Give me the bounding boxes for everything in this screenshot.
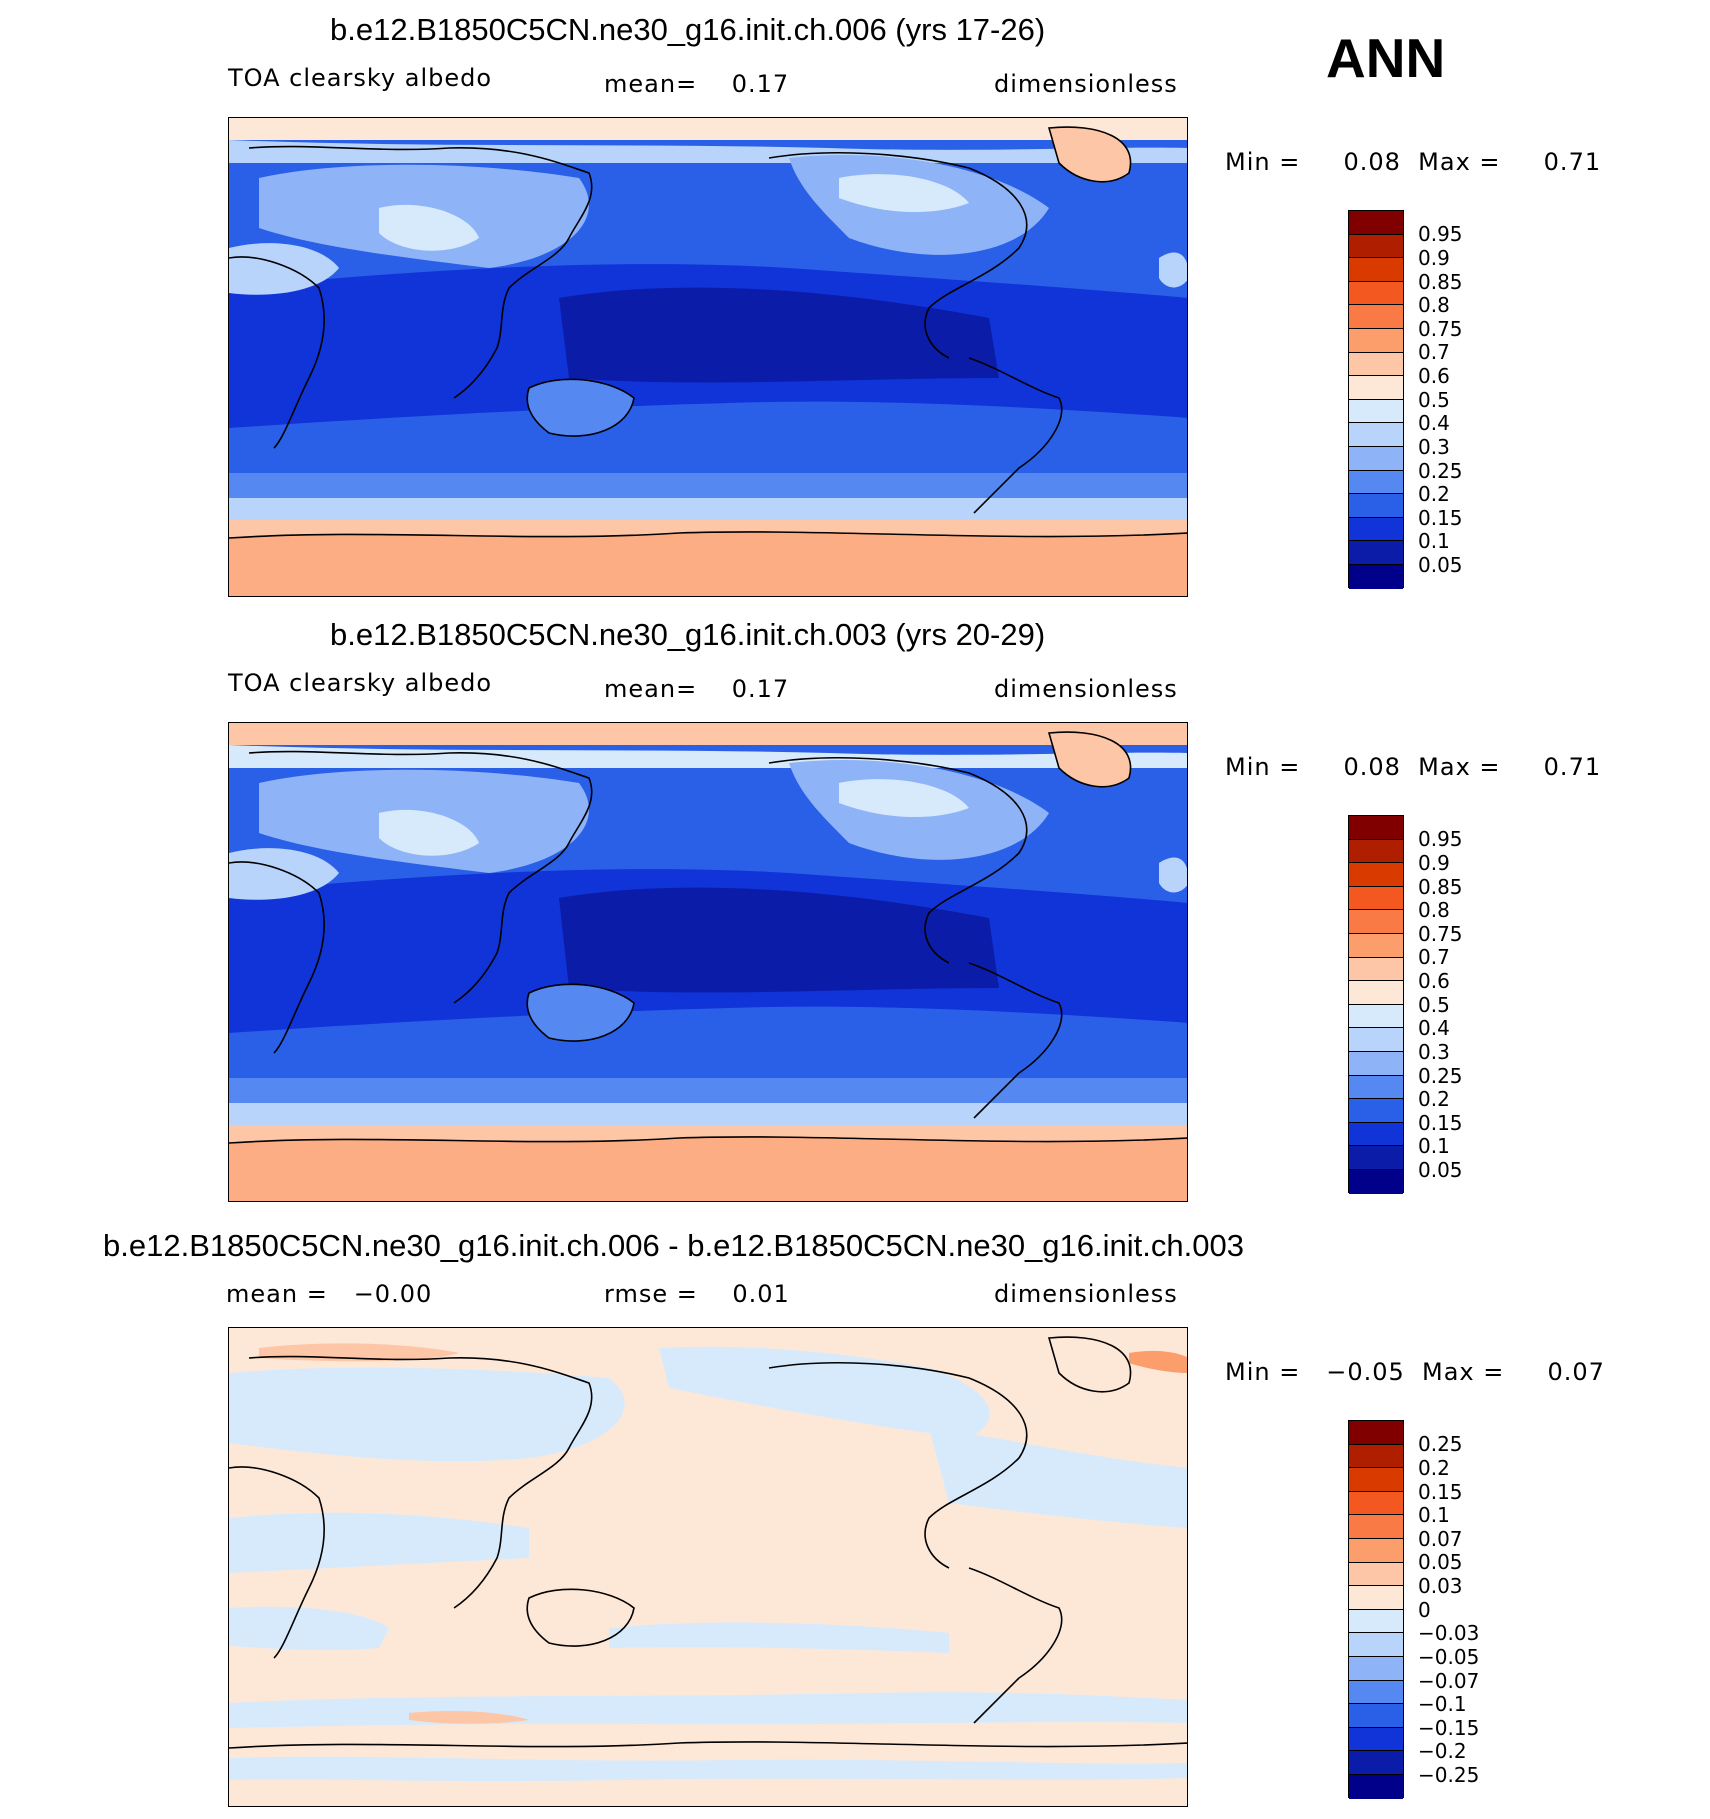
panel-2-title: b.e12.B1850C5CN.ne30_g16.init.ch.003 (yr…	[330, 617, 1046, 652]
colorbar-tick-label: 0.1	[1418, 1134, 1450, 1158]
panel-3-map	[228, 1327, 1188, 1807]
panel-2-minmax: Min = 0.08 Max = 0.71	[1225, 753, 1602, 781]
colorbar-tick-label: 0.2	[1418, 482, 1450, 506]
colorbar-tick-label: 0.8	[1418, 898, 1450, 922]
colorbar-tick-label: 0.25	[1418, 1432, 1463, 1456]
panel-2-colorbar	[1348, 815, 1404, 1194]
colorbar-tick-label: 0.03	[1418, 1574, 1463, 1598]
colorbar-tick-label: −0.07	[1418, 1669, 1480, 1693]
colorbar-tick-label: 0.07	[1418, 1527, 1463, 1551]
panel-3-minmax: Min = −0.05 Max = 0.07	[1225, 1358, 1605, 1386]
colorbar-tick-label: 0.7	[1418, 945, 1450, 969]
panel-1-map	[228, 117, 1188, 597]
colorbar-tick-label: 0.4	[1418, 411, 1450, 435]
colorbar-tick-label: 0.7	[1418, 340, 1450, 364]
panel-2-mean-label: mean= 0.17	[604, 675, 790, 703]
colorbar-tick-label: 0.15	[1418, 1480, 1463, 1504]
panel-1-colorbar	[1348, 210, 1404, 589]
panel-2-map	[228, 722, 1188, 1202]
colorbar-tick-label: 0.75	[1418, 922, 1463, 946]
colorbar-tick-label: 0.9	[1418, 246, 1450, 270]
colorbar-tick-label: 0.9	[1418, 851, 1450, 875]
panel-3-mean-label: mean = −0.00	[226, 1280, 433, 1308]
colorbar-tick-label: 0.8	[1418, 293, 1450, 317]
colorbar-tick-label: 0.3	[1418, 1040, 1450, 1064]
colorbar-tick-label: 0.15	[1418, 1111, 1463, 1135]
colorbar-tick-label: −0.25	[1418, 1763, 1480, 1787]
colorbar-tick-label: −0.05	[1418, 1645, 1480, 1669]
colorbar-tick-label: 0.2	[1418, 1456, 1450, 1480]
panel-1-units-label: dimensionless	[994, 70, 1178, 98]
panel-1-title: b.e12.B1850C5CN.ne30_g16.init.ch.006 (yr…	[330, 12, 1046, 47]
colorbar-tick-label: 0.75	[1418, 317, 1463, 341]
colorbar-tick-label: 0.95	[1418, 222, 1463, 246]
colorbar-tick-label: 0.25	[1418, 1064, 1463, 1088]
colorbar-tick-label: 0.05	[1418, 1158, 1463, 1182]
colorbar-tick-label: 0.4	[1418, 1016, 1450, 1040]
colorbar-tick-label: 0.05	[1418, 1550, 1463, 1574]
panel-3-colorbar	[1348, 1420, 1404, 1799]
colorbar-tick-label: 0.05	[1418, 553, 1463, 577]
colorbar-tick-label: 0.1	[1418, 529, 1450, 553]
panel-1-minmax: Min = 0.08 Max = 0.71	[1225, 148, 1602, 176]
colorbar-tick-label: 0.6	[1418, 969, 1450, 993]
colorbar-tick-label: −0.2	[1418, 1739, 1467, 1763]
panel-2-units-label: dimensionless	[994, 675, 1178, 703]
panel-1-variable-label: TOA clearsky albedo	[228, 64, 493, 92]
colorbar-tick-label: 0.5	[1418, 388, 1450, 412]
panel-1-mean-label: mean= 0.17	[604, 70, 790, 98]
season-label: ANN	[1326, 27, 1446, 89]
colorbar-tick-label: 0.85	[1418, 875, 1463, 899]
colorbar-tick-label: 0.6	[1418, 364, 1450, 388]
panel-3-units-label: dimensionless	[994, 1280, 1178, 1308]
colorbar-tick-label: −0.1	[1418, 1692, 1467, 1716]
colorbar-tick-label: 0.85	[1418, 270, 1463, 294]
colorbar-tick-label: 0.25	[1418, 459, 1463, 483]
colorbar-tick-label: 0.5	[1418, 993, 1450, 1017]
panel-3-title: b.e12.B1850C5CN.ne30_g16.init.ch.006 - b…	[103, 1228, 1244, 1263]
colorbar-tick-label: 0.15	[1418, 506, 1463, 530]
colorbar-tick-label: 0.2	[1418, 1087, 1450, 1111]
colorbar-tick-label: 0.1	[1418, 1503, 1450, 1527]
colorbar-tick-label: −0.03	[1418, 1621, 1480, 1645]
panel-3-rmse-label: rmse = 0.01	[604, 1280, 790, 1308]
colorbar-tick-label: 0.3	[1418, 435, 1450, 459]
colorbar-tick-label: −0.15	[1418, 1716, 1480, 1740]
colorbar-tick-label: 0.95	[1418, 827, 1463, 851]
colorbar-tick-label: 0	[1418, 1598, 1431, 1622]
panel-2-variable-label: TOA clearsky albedo	[228, 669, 493, 697]
